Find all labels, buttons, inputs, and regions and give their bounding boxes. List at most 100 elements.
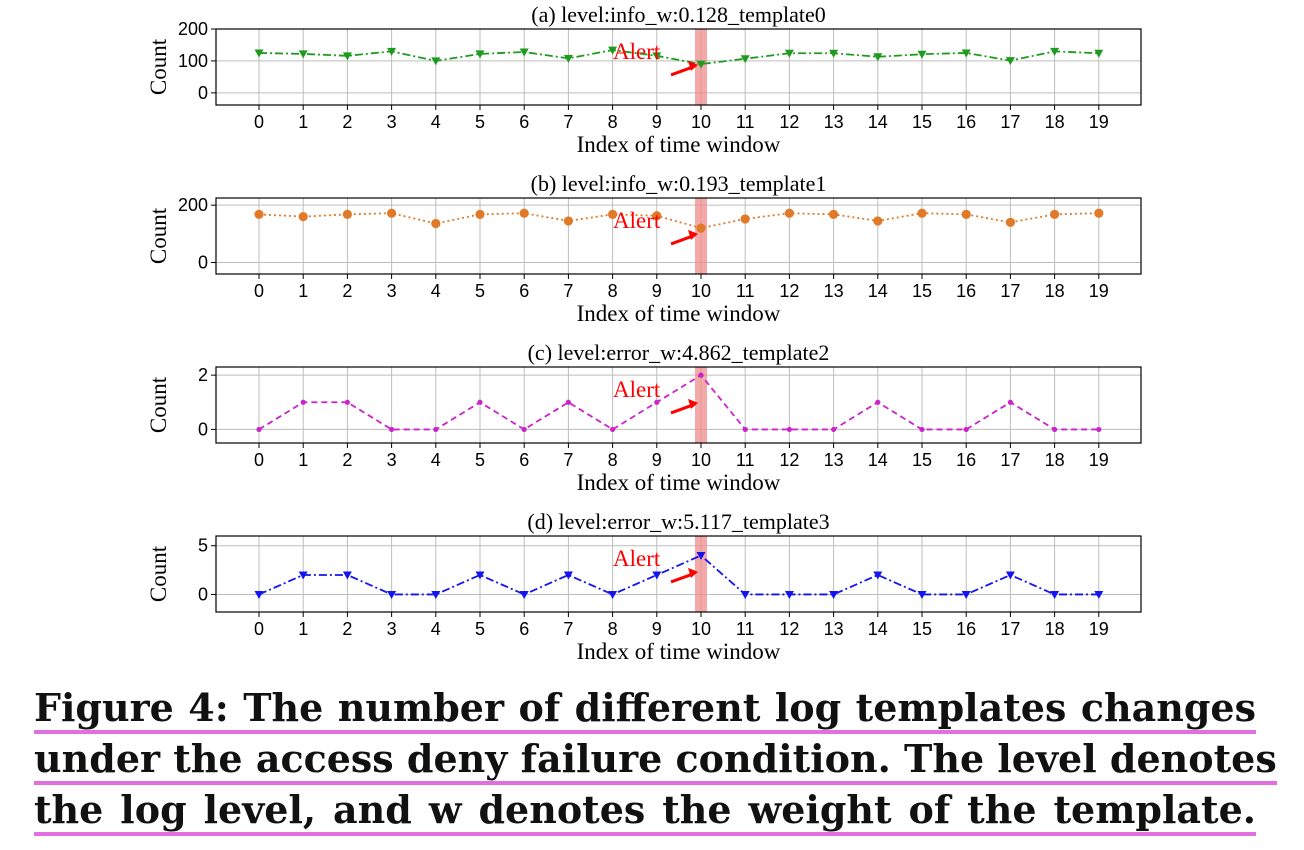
- data-point: [742, 426, 748, 433]
- x-tick-label: 7: [563, 112, 573, 132]
- data-point: [610, 426, 616, 433]
- x-tick-label: 7: [563, 619, 573, 639]
- x-tick-label: 12: [779, 619, 799, 639]
- y-tick-label: 0: [198, 253, 208, 273]
- data-point: [254, 49, 264, 58]
- x-tick-label: 8: [608, 281, 618, 301]
- y-tick-label: 200: [178, 195, 208, 215]
- data-point: [344, 399, 350, 405]
- series-line: [258, 212, 1099, 230]
- x-tick-label: 4: [431, 619, 441, 639]
- data-point: [829, 209, 839, 219]
- data-point: [519, 48, 529, 57]
- x-tick-label: 16: [956, 281, 976, 301]
- data-point: [654, 399, 660, 405]
- data-point: [1005, 57, 1015, 66]
- x-tick-label: 8: [608, 450, 618, 470]
- x-tick-label: 17: [1000, 112, 1020, 132]
- alert-label: Alert: [613, 377, 661, 402]
- plot-frame: [215, 197, 1142, 275]
- x-tick-label: 1: [298, 112, 308, 132]
- x-tick-label: 14: [868, 450, 888, 470]
- data-point: [298, 50, 308, 59]
- x-tick-label: 3: [387, 281, 397, 301]
- data-point: [565, 399, 572, 405]
- data-point: [740, 214, 750, 224]
- data-point: [652, 52, 662, 61]
- data-point: [1094, 49, 1104, 58]
- y-axis-label: Count: [146, 38, 171, 95]
- x-tick-label: 17: [1000, 281, 1020, 301]
- data-point: [1094, 590, 1104, 599]
- x-tick-label: 2: [342, 450, 352, 470]
- x-tick-label: 7: [563, 281, 573, 301]
- x-tick-label: 15: [912, 112, 932, 132]
- x-tick-label: 15: [912, 450, 932, 470]
- data-point: [475, 571, 485, 580]
- data-point: [961, 49, 971, 58]
- x-tick-label: 18: [1045, 619, 1065, 639]
- x-tick-label: 19: [1089, 112, 1109, 132]
- y-tick-label: 0: [198, 83, 208, 103]
- series-line: [258, 373, 1099, 431]
- alert-arrow: [670, 65, 694, 77]
- data-point: [873, 571, 883, 580]
- x-tick-label: 11: [736, 619, 755, 639]
- data-point: [1050, 590, 1060, 599]
- x-tick-label: 10: [691, 619, 711, 639]
- data-point: [961, 209, 971, 219]
- y-tick-label: 0: [198, 584, 208, 604]
- data-point: [254, 590, 264, 599]
- x-tick-label: 6: [519, 112, 529, 132]
- data-point: [696, 60, 706, 69]
- x-tick-label: 14: [868, 112, 888, 132]
- chart-title: (a) level:info_w:0.128_template0: [531, 2, 825, 27]
- y-axis-label: Count: [146, 207, 171, 264]
- x-tick-label: 10: [691, 112, 711, 132]
- x-tick-label: 5: [475, 450, 485, 470]
- data-point: [919, 426, 925, 433]
- x-tick-label: 10: [691, 281, 711, 301]
- data-point: [256, 426, 262, 433]
- alert-band: [695, 198, 707, 274]
- x-tick-label: 10: [691, 450, 711, 470]
- data-point: [342, 571, 352, 580]
- series-line: [258, 554, 1099, 596]
- x-axis-label: Index of time window: [577, 470, 781, 495]
- data-point: [519, 590, 529, 599]
- data-point: [1005, 571, 1015, 580]
- x-tick-label: 16: [956, 112, 976, 132]
- x-tick-label: 9: [652, 450, 662, 470]
- alert-arrowhead: [688, 229, 698, 240]
- caption-line-2: under the access deny failure condition.…: [34, 733, 1277, 785]
- alert-arrow: [670, 403, 694, 415]
- alert-arrowhead: [688, 567, 698, 578]
- x-tick-label: 4: [431, 281, 441, 301]
- data-point: [1005, 217, 1016, 227]
- data-point: [563, 571, 573, 580]
- x-tick-label: 18: [1045, 281, 1065, 301]
- x-tick-label: 2: [342, 281, 352, 301]
- data-point: [298, 571, 308, 580]
- x-tick-label: 14: [868, 281, 888, 301]
- x-tick-label: 12: [779, 112, 799, 132]
- x-tick-label: 4: [431, 112, 441, 132]
- x-tick-label: 5: [475, 281, 485, 301]
- data-point: [519, 208, 529, 218]
- x-tick-label: 8: [608, 112, 618, 132]
- x-tick-label: 13: [824, 112, 844, 132]
- x-tick-label: 1: [298, 281, 308, 301]
- x-tick-label: 13: [824, 281, 844, 301]
- chart-title: (b) level:info_w:0.193_template1: [531, 171, 827, 196]
- x-tick-label: 19: [1089, 619, 1109, 639]
- y-axis-label: Count: [146, 545, 171, 602]
- alert-label: Alert: [613, 208, 661, 233]
- x-tick-label: 12: [779, 281, 799, 301]
- x-tick-label: 16: [956, 619, 976, 639]
- data-point: [652, 211, 662, 221]
- data-point: [740, 590, 750, 599]
- x-tick-label: 0: [254, 619, 264, 639]
- caption-line-1: Figure 4: The number of different log te…: [34, 682, 1256, 734]
